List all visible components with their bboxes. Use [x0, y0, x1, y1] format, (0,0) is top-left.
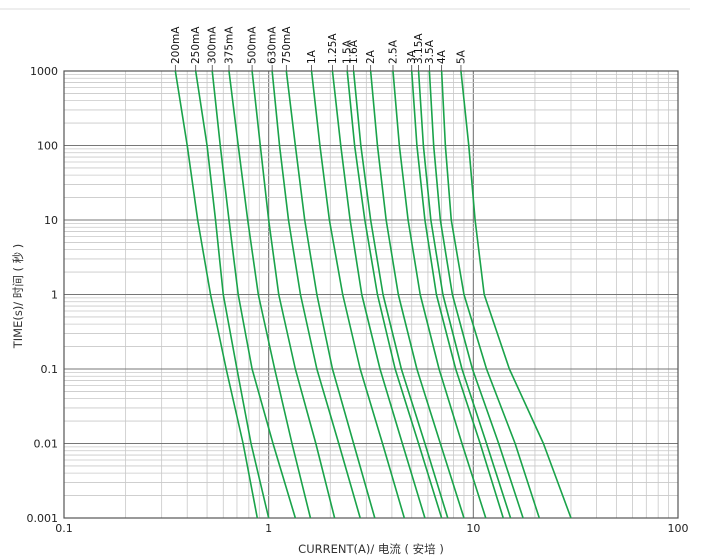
- series-line: [410, 70, 505, 519]
- series-line: [440, 70, 541, 519]
- series-label: 300mA: [207, 26, 219, 64]
- series-line: [310, 70, 406, 519]
- y-tick-label: 0.001: [27, 512, 59, 525]
- y-tick-label: 1: [51, 289, 58, 302]
- y-tick-label: 0.1: [41, 363, 59, 376]
- series-label: 2A: [365, 49, 377, 64]
- x-tick-label: 1: [265, 522, 272, 535]
- series-label: 3.15A: [413, 33, 425, 64]
- series-label: 1.5A: [342, 39, 354, 64]
- series-label: 375mA: [224, 26, 236, 64]
- series-line: [194, 70, 270, 519]
- series-line: [251, 70, 336, 519]
- series-line: [228, 70, 312, 519]
- y-axis-title: TIME(s)/ 时间 ( 秒 ): [11, 244, 25, 350]
- series-label: 3A: [406, 49, 418, 64]
- x-axis-title: CURRENT(A)/ 电流 ( 安培 ): [298, 542, 444, 556]
- series-line: [331, 70, 426, 519]
- series-label: 1.6A: [348, 39, 360, 64]
- series-label: 3.5A: [424, 39, 436, 64]
- series-label: 500mA: [247, 26, 259, 64]
- y-tick-label: 10: [44, 214, 58, 227]
- series-line: [417, 70, 512, 519]
- series-line: [211, 70, 297, 519]
- series-lines: [174, 70, 572, 519]
- series-line: [174, 70, 259, 519]
- axis-ticks: 0.1 1 10 100 0.001 0.01 0.1 1 10 100 1000: [27, 65, 689, 535]
- x-tick-label: 10: [466, 522, 480, 535]
- series-line: [460, 70, 572, 519]
- series-label: 2.5A: [387, 39, 399, 64]
- x-tick-label: 0.1: [55, 522, 73, 535]
- y-tick-label: 100: [37, 140, 58, 153]
- series-label: 4A: [436, 49, 448, 64]
- plot-grid: [64, 71, 678, 518]
- series-labels: 200mA 250mA 300mA 375mA 500mA 630mA 750mA 1A 1.2…: [170, 26, 467, 71]
- series-label: 1A: [306, 49, 318, 64]
- series-line: [352, 70, 449, 519]
- series-label: 200mA: [170, 26, 182, 64]
- y-tick-label: 1000: [30, 65, 58, 78]
- series-line: [428, 70, 524, 519]
- series-line: [271, 70, 361, 519]
- series-line: [346, 70, 443, 519]
- y-tick-label: 0.01: [34, 438, 59, 451]
- x-tick-label: 100: [668, 522, 689, 535]
- series-label: 750mA: [281, 26, 293, 64]
- series-line: [369, 70, 465, 519]
- series-label: 630mA: [267, 26, 279, 64]
- series-label: 1.25A: [327, 33, 339, 64]
- series-line: [392, 70, 487, 519]
- series-label: 5A: [455, 49, 467, 64]
- series-line: [285, 70, 376, 519]
- series-label: 250mA: [190, 26, 202, 64]
